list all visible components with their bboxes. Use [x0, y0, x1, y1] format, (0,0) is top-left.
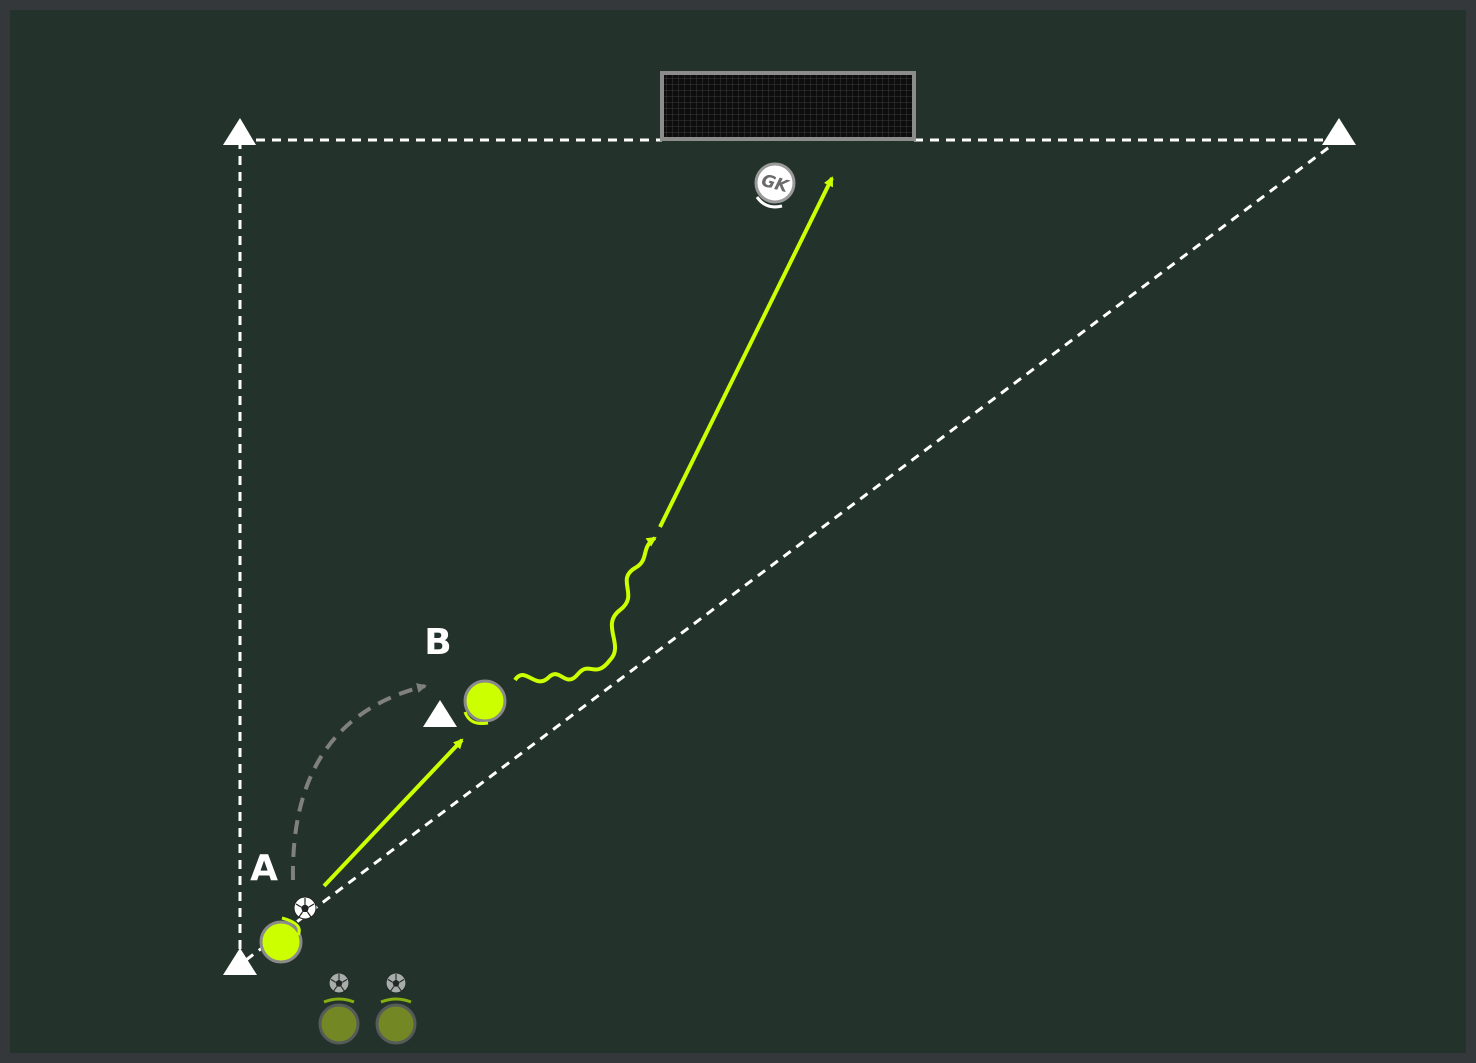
player-b [463, 679, 507, 725]
waiting-player [375, 972, 417, 1045]
area-boundary [238, 138, 1338, 962]
player-a-label: A [250, 848, 278, 889]
ball-icon [385, 972, 407, 994]
player-b-label: B [424, 622, 451, 663]
ball-icon [328, 972, 350, 994]
goalkeeper: GK [754, 162, 796, 209]
shot-arrow [658, 176, 834, 528]
player-a [259, 916, 303, 964]
cone-icon [423, 700, 457, 727]
dribble-arrow [513, 536, 657, 684]
cone-icon [1322, 118, 1356, 145]
pass-arrow [322, 738, 464, 888]
cone-icon [223, 948, 257, 975]
ball-icon [293, 896, 317, 920]
cone-icon [223, 118, 256, 145]
waiting-player [318, 972, 360, 1045]
diagonal-boundary [245, 140, 1337, 962]
goal-net-icon [660, 71, 916, 141]
pitch [10, 10, 1466, 1053]
